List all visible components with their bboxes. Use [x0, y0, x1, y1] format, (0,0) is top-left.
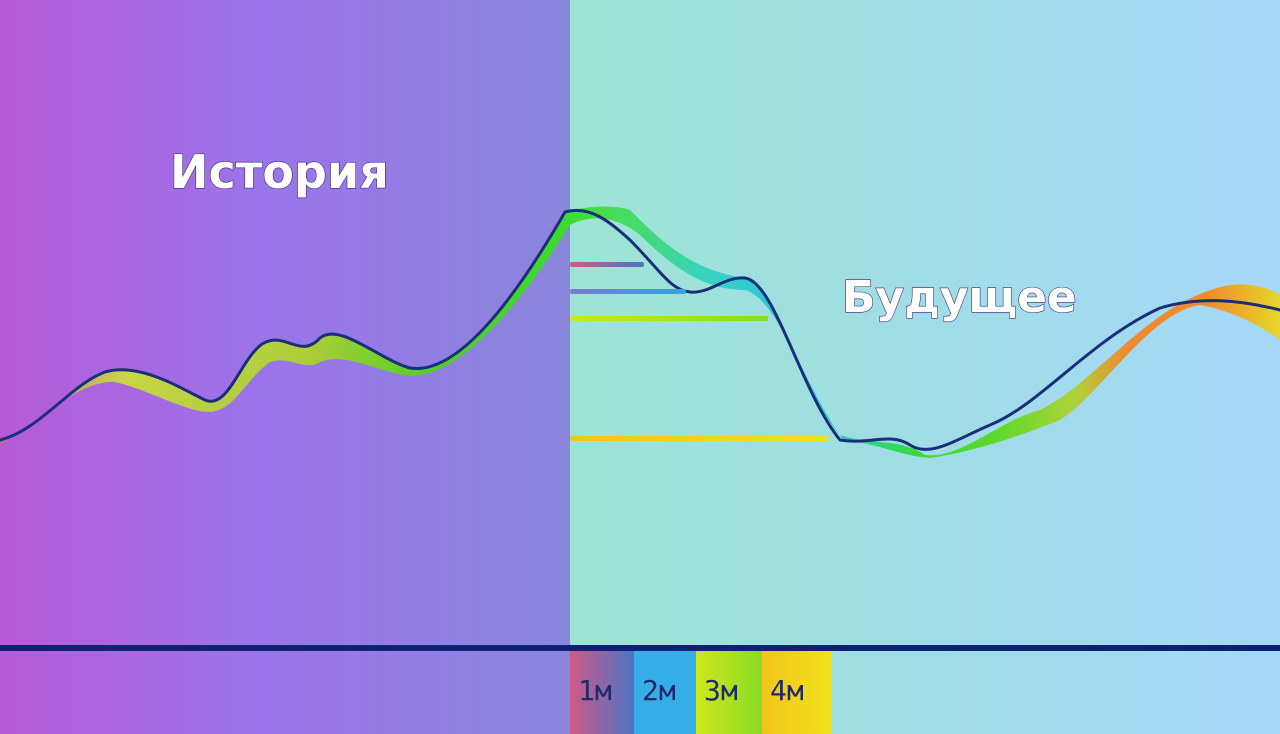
history-label: История [170, 145, 389, 199]
period-swatch-2m [634, 651, 696, 734]
period-label-2m: 2м [642, 674, 676, 707]
ribbon-shade [0, 212, 570, 445]
period-swatch-4m [762, 651, 832, 734]
period-legend: 1м 2м 3м 4м [570, 651, 832, 734]
horizon-bar-4m [570, 436, 828, 441]
history-region [0, 0, 570, 734]
horizon-bar-1m [570, 262, 644, 267]
period-label-3m: 3м [704, 674, 738, 707]
horizon-bars [570, 262, 828, 441]
period-swatch-3m [696, 651, 762, 734]
period-label-4m: 4м [770, 674, 804, 707]
ribbon-edge-line [0, 209, 1280, 451]
horizon-bar-3m [570, 316, 768, 321]
time-axis [0, 645, 1280, 651]
future-label: Будущее [842, 272, 1077, 323]
period-label-1m: 1м [578, 674, 612, 707]
horizon-bar-2m [570, 289, 686, 294]
future-region [570, 0, 1280, 734]
period-swatch-1m [570, 651, 634, 734]
time-series-ribbon [0, 206, 1280, 458]
